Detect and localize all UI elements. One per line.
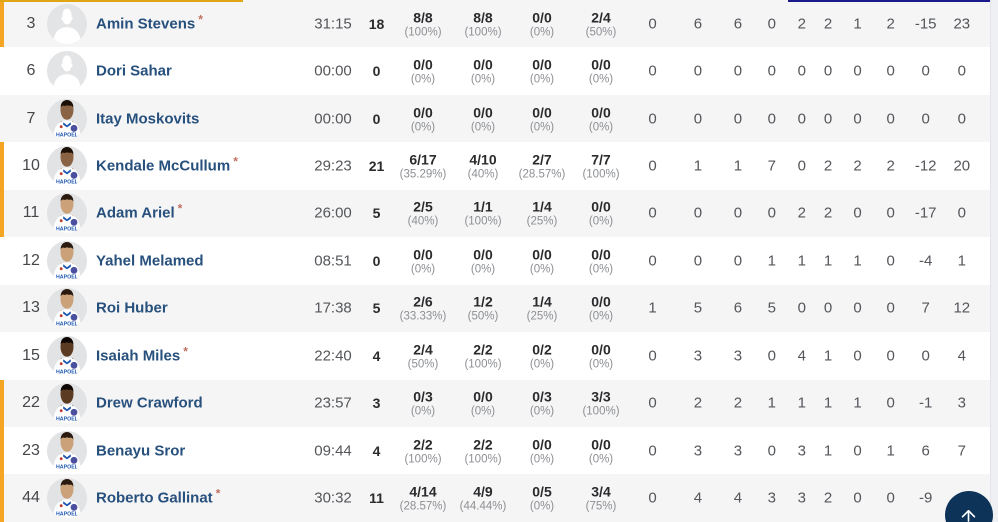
svg-text:HAPOEL: HAPOEL bbox=[56, 132, 79, 138]
svg-text:HAPOEL: HAPOEL bbox=[56, 369, 79, 375]
svg-text:HAPOEL: HAPOEL bbox=[56, 227, 79, 233]
svg-text:HAPOEL: HAPOEL bbox=[56, 179, 79, 185]
svg-text:HAPOEL: HAPOEL bbox=[56, 274, 79, 280]
svg-text:HAPOEL: HAPOEL bbox=[56, 322, 79, 328]
svg-text:HAPOEL: HAPOEL bbox=[56, 511, 79, 517]
svg-text:HAPOEL: HAPOEL bbox=[56, 464, 79, 470]
svg-text:HAPOEL: HAPOEL bbox=[56, 417, 79, 423]
